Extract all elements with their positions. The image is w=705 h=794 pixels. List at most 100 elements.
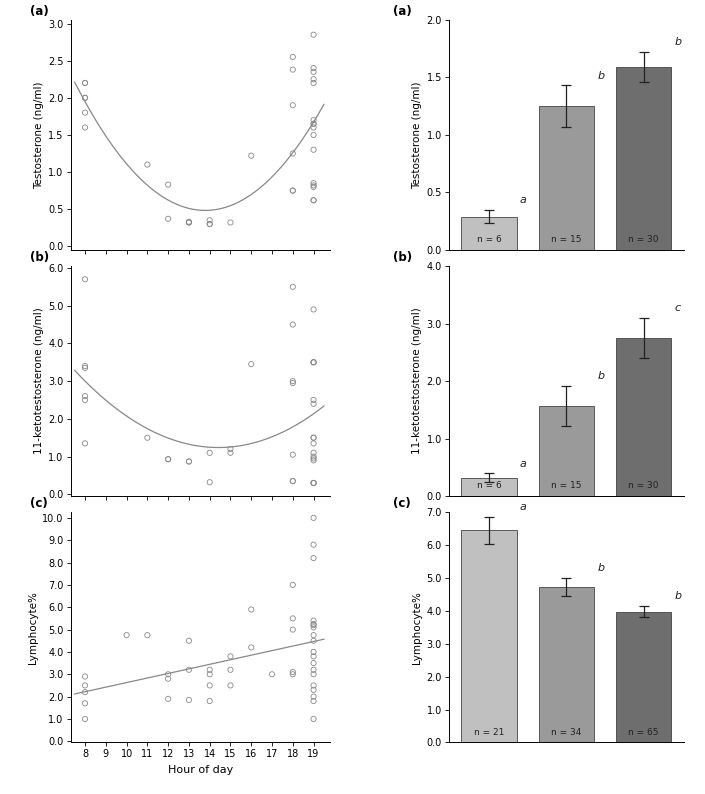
Point bbox=[308, 657, 319, 669]
Text: n = 30: n = 30 bbox=[628, 235, 659, 245]
Point bbox=[308, 650, 319, 663]
Point bbox=[308, 690, 319, 703]
Bar bbox=[461, 217, 517, 250]
Point bbox=[162, 213, 173, 225]
Bar bbox=[616, 67, 671, 250]
Bar bbox=[461, 478, 517, 496]
Point bbox=[245, 603, 257, 616]
Point bbox=[287, 475, 298, 488]
Point bbox=[287, 184, 298, 197]
Point bbox=[162, 179, 173, 191]
Point bbox=[287, 449, 298, 461]
Point bbox=[308, 144, 319, 156]
Point bbox=[308, 552, 319, 565]
Point bbox=[287, 623, 298, 636]
Text: a: a bbox=[520, 502, 527, 512]
Point bbox=[287, 51, 298, 64]
Point bbox=[287, 579, 298, 592]
Point bbox=[308, 194, 319, 206]
Point bbox=[204, 668, 215, 680]
Point bbox=[308, 615, 319, 627]
Text: (a): (a) bbox=[30, 5, 49, 17]
Point bbox=[183, 216, 195, 229]
Point bbox=[183, 215, 195, 228]
Point bbox=[287, 376, 298, 389]
Point bbox=[162, 453, 173, 465]
Point bbox=[121, 629, 133, 642]
Y-axis label: Lymphocyte%: Lymphocyte% bbox=[412, 591, 422, 664]
Point bbox=[225, 679, 236, 692]
Point bbox=[287, 280, 298, 293]
Point bbox=[308, 437, 319, 449]
Point bbox=[80, 394, 91, 407]
Point bbox=[308, 356, 319, 368]
Text: (b): (b) bbox=[30, 251, 49, 264]
Bar bbox=[616, 338, 671, 496]
Point bbox=[308, 118, 319, 130]
Text: n = 6: n = 6 bbox=[477, 481, 501, 491]
Point bbox=[308, 177, 319, 190]
Point bbox=[80, 106, 91, 119]
Point bbox=[162, 453, 173, 465]
Point bbox=[308, 29, 319, 41]
Point bbox=[80, 670, 91, 683]
Point bbox=[162, 668, 173, 680]
Point bbox=[225, 664, 236, 676]
Text: n = 15: n = 15 bbox=[551, 481, 582, 491]
Point bbox=[142, 431, 153, 444]
Point bbox=[308, 450, 319, 463]
Point bbox=[308, 76, 319, 89]
Point bbox=[308, 194, 319, 206]
Point bbox=[308, 695, 319, 707]
Text: n = 65: n = 65 bbox=[628, 727, 659, 737]
Y-axis label: 11-ketotestosterone (ng/ml): 11-ketotestosterone (ng/ml) bbox=[34, 308, 44, 454]
Y-axis label: Testosterone (ng/ml): Testosterone (ng/ml) bbox=[412, 81, 422, 189]
Point bbox=[308, 118, 319, 130]
Text: (c): (c) bbox=[30, 497, 48, 510]
Point bbox=[308, 668, 319, 680]
Bar bbox=[461, 530, 517, 742]
Point bbox=[204, 695, 215, 707]
Point bbox=[308, 431, 319, 444]
Point bbox=[80, 686, 91, 699]
Point bbox=[308, 454, 319, 467]
Point bbox=[308, 646, 319, 658]
Point bbox=[225, 216, 236, 229]
Text: b: b bbox=[675, 591, 682, 601]
Point bbox=[308, 664, 319, 676]
Text: b: b bbox=[597, 564, 604, 573]
Point bbox=[287, 375, 298, 387]
Point bbox=[308, 398, 319, 410]
Point bbox=[225, 446, 236, 459]
Point bbox=[183, 694, 195, 707]
Text: a: a bbox=[520, 459, 527, 468]
Bar bbox=[616, 611, 671, 742]
Point bbox=[80, 390, 91, 403]
Text: n = 34: n = 34 bbox=[551, 727, 582, 737]
Point bbox=[308, 73, 319, 86]
Point bbox=[183, 455, 195, 468]
Y-axis label: Testosterone (ng/ml): Testosterone (ng/ml) bbox=[34, 81, 44, 189]
Text: n = 6: n = 6 bbox=[477, 235, 501, 245]
Point bbox=[308, 619, 319, 631]
Point bbox=[287, 99, 298, 112]
Point bbox=[308, 65, 319, 78]
Point bbox=[308, 476, 319, 489]
Point bbox=[204, 476, 215, 488]
Point bbox=[308, 538, 319, 551]
Text: n = 15: n = 15 bbox=[551, 235, 582, 245]
Y-axis label: Lymphocyte%: Lymphocyte% bbox=[28, 591, 38, 664]
Point bbox=[142, 158, 153, 171]
Point bbox=[308, 129, 319, 141]
Point bbox=[308, 179, 319, 191]
Point bbox=[204, 679, 215, 692]
Point bbox=[80, 360, 91, 372]
Point bbox=[308, 446, 319, 459]
Point bbox=[183, 634, 195, 647]
Point bbox=[287, 318, 298, 331]
Point bbox=[245, 641, 257, 653]
Text: b: b bbox=[597, 371, 604, 381]
Point bbox=[308, 356, 319, 368]
Point bbox=[183, 216, 195, 229]
Point bbox=[183, 455, 195, 468]
